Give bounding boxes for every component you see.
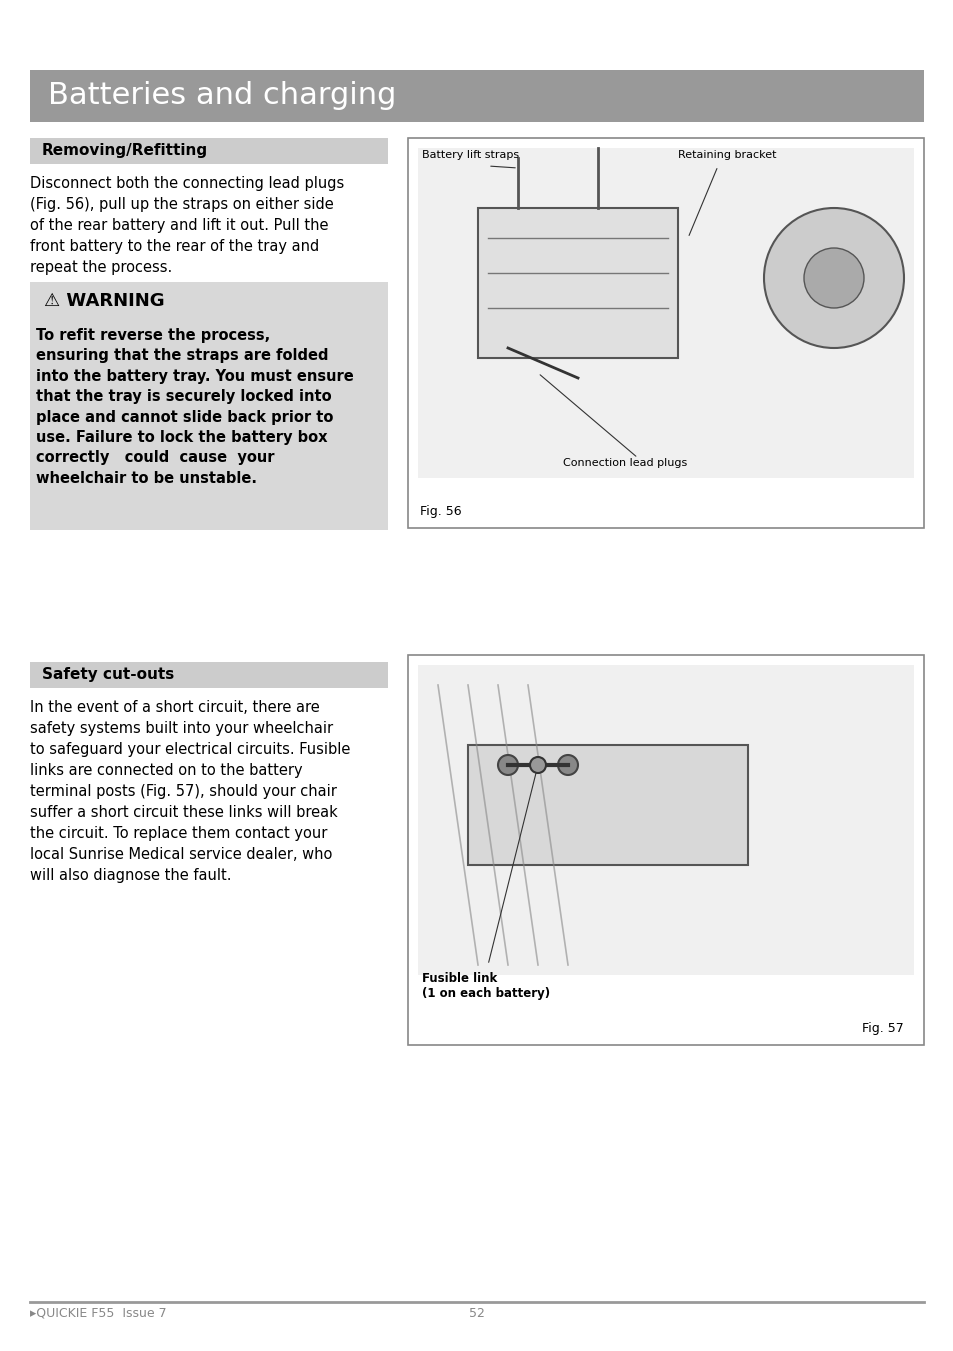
Text: Connection lead plugs: Connection lead plugs xyxy=(562,458,686,467)
Text: Battery lift straps: Battery lift straps xyxy=(421,150,518,159)
FancyBboxPatch shape xyxy=(417,149,913,478)
FancyBboxPatch shape xyxy=(408,138,923,528)
Circle shape xyxy=(558,755,578,775)
FancyBboxPatch shape xyxy=(468,744,747,865)
Text: To refit reverse the process,
ensuring that the straps are folded
into the batte: To refit reverse the process, ensuring t… xyxy=(36,328,354,486)
Text: ⚠ WARNING: ⚠ WARNING xyxy=(44,292,165,309)
FancyBboxPatch shape xyxy=(417,665,913,975)
Circle shape xyxy=(763,208,903,349)
Text: Fig. 57: Fig. 57 xyxy=(862,1021,903,1035)
Text: Fusible link
(1 on each battery): Fusible link (1 on each battery) xyxy=(421,971,550,1000)
Text: Disconnect both the connecting lead plugs
(Fig. 56), pull up the straps on eithe: Disconnect both the connecting lead plug… xyxy=(30,176,344,276)
Text: Batteries and charging: Batteries and charging xyxy=(48,81,395,111)
Text: Fig. 56: Fig. 56 xyxy=(419,505,461,517)
Text: In the event of a short circuit, there are
safety systems built into your wheelc: In the event of a short circuit, there a… xyxy=(30,700,350,884)
Text: Safety cut-outs: Safety cut-outs xyxy=(42,667,174,682)
FancyBboxPatch shape xyxy=(30,282,388,530)
FancyBboxPatch shape xyxy=(30,138,388,163)
FancyBboxPatch shape xyxy=(408,655,923,1046)
Circle shape xyxy=(803,249,863,308)
Circle shape xyxy=(497,755,517,775)
FancyBboxPatch shape xyxy=(30,70,923,122)
Text: Removing/Refitting: Removing/Refitting xyxy=(42,143,208,158)
Text: 52: 52 xyxy=(469,1306,484,1320)
Circle shape xyxy=(530,757,545,773)
FancyBboxPatch shape xyxy=(477,208,678,358)
Text: Retaining bracket: Retaining bracket xyxy=(678,150,776,159)
FancyBboxPatch shape xyxy=(30,662,388,688)
Text: ▸QUICKIE F55  Issue 7: ▸QUICKIE F55 Issue 7 xyxy=(30,1306,167,1320)
